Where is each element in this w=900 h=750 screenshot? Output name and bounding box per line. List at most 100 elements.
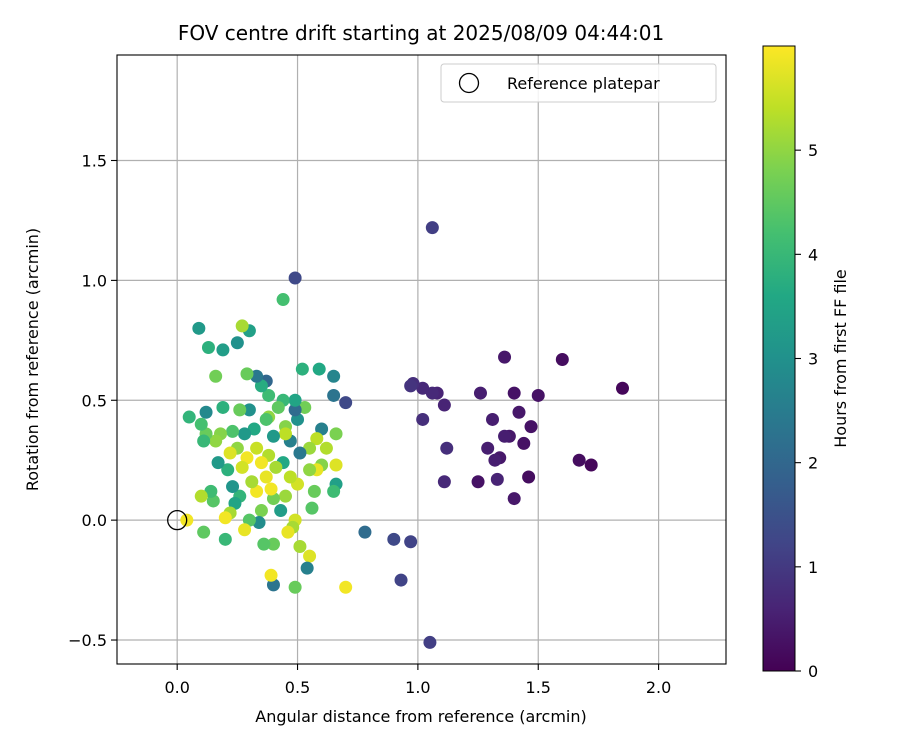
data-point [288,393,302,407]
data-point [303,549,317,563]
data-point [425,221,439,235]
data-point [312,362,326,376]
data-point [310,432,324,446]
data-point [254,504,268,518]
data-point [269,460,283,474]
data-point [555,353,569,366]
y-axis-label: Rotation from reference (arcmin) [23,228,42,491]
data-point [209,434,223,448]
data-point [584,458,598,472]
data-point [425,386,439,400]
data-point [394,573,408,587]
data-point [517,436,531,450]
colorbar-tick-label: 2 [808,454,818,473]
data-point [288,403,302,417]
data-point [488,453,502,467]
data-point [278,427,292,441]
data-point [259,412,273,426]
y-tick-label: 1.0 [82,271,107,290]
data-point [235,319,249,333]
data-point [264,568,278,582]
data-point [387,532,401,546]
data-point [283,470,297,484]
data-point [245,475,259,489]
data-point [307,484,321,498]
data-point [404,379,418,393]
data-point [473,386,487,400]
data-point [230,336,244,350]
data-point [300,561,314,575]
data-point [182,410,196,424]
colorbar-ticks: 0 1 2 3 4 5 [795,141,818,681]
data-point [221,463,235,477]
data-point [226,424,240,438]
data-point [507,492,521,506]
colorbar-tick-label: 3 [808,350,818,369]
x-tick-label: 0.5 [285,678,310,697]
data-point [271,400,285,414]
data-point [266,537,280,551]
data-point [240,451,254,465]
data-point [329,427,343,441]
data-point [254,379,268,393]
data-point [233,403,247,417]
data-point [242,403,256,417]
x-tick-label: 1.5 [526,678,551,697]
data-point [247,422,261,436]
data-point [278,489,292,503]
data-point [293,540,307,554]
data-point [201,341,215,355]
x-tick-label: 1.0 [405,678,430,697]
data-point [218,532,232,546]
plot-frame [116,54,727,665]
data-point [199,405,213,419]
data-point [235,460,249,474]
data-point [327,484,341,498]
data-point [339,396,353,410]
data-point [437,398,451,412]
data-point [416,412,430,426]
data-point [197,525,211,539]
y-axis-ticks: −0.5 0.0 0.5 1.0 1.5 [68,151,117,650]
data-point [274,504,288,518]
data-point [486,412,500,426]
data-point [204,484,218,498]
data-point [226,480,240,494]
data-point [498,350,512,364]
x-tick-label: 2.0 [646,678,671,697]
data-point [264,482,278,496]
data-point [238,427,252,441]
colorbar-tick-label: 0 [808,662,818,681]
data-point [498,429,512,443]
chart-title: FOV centre drift starting at 2025/08/09 … [178,21,664,45]
reference-platepar-marker [167,509,188,531]
data-point [303,441,317,455]
data-point [615,381,629,395]
data-point [281,525,295,539]
data-points [180,221,629,649]
data-point [259,470,273,484]
data-point [288,271,302,285]
data-point [276,293,290,307]
data-point [288,580,302,594]
colorbar [762,45,796,672]
data-point [512,405,526,419]
y-tick-label: 1.5 [82,151,107,170]
data-point [218,511,232,525]
data-point [327,388,341,402]
data-point [339,580,353,594]
data-point [250,484,264,498]
data-point [358,525,372,539]
data-point [266,429,280,443]
data-point [238,523,252,537]
colorbar-tick-label: 5 [808,141,818,160]
legend-label: Reference platepar [507,74,660,93]
legend: Reference platepar [440,63,717,103]
data-point [211,456,225,470]
data-point [507,386,521,400]
data-point [315,422,329,436]
data-point [250,441,264,455]
data-point [194,489,208,503]
data-point [329,458,343,472]
